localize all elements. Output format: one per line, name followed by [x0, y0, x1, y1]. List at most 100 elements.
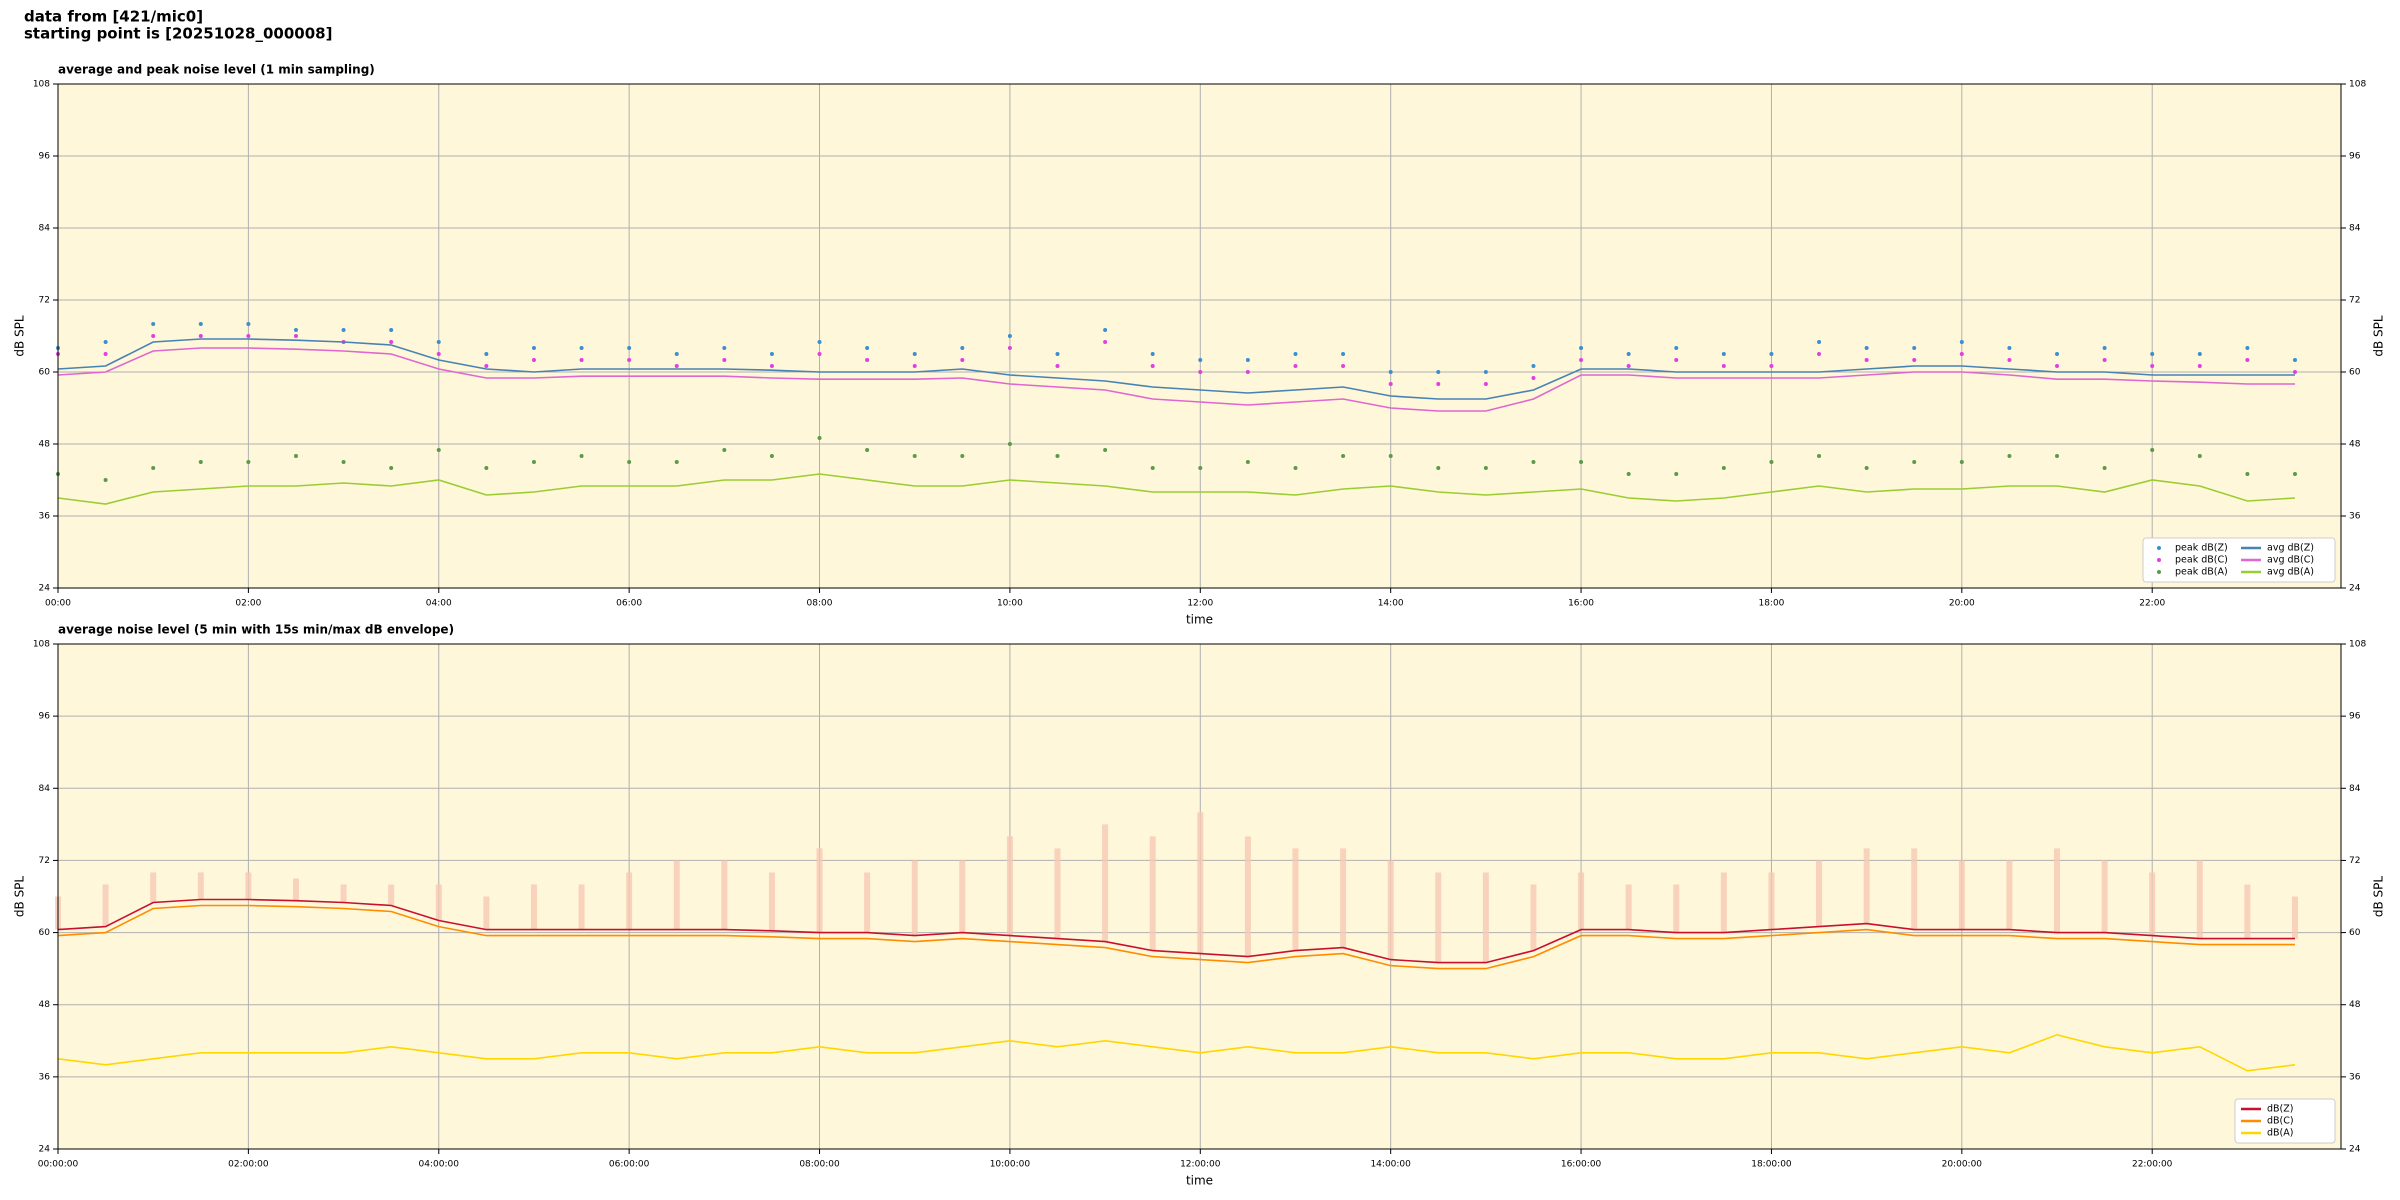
- y2-tick-label: 36: [2349, 1072, 2361, 1082]
- peak-point: [1721, 352, 1726, 356]
- y2-tick-label: 48: [2349, 1000, 2361, 1010]
- peak-point: [103, 478, 108, 482]
- peak-point: [865, 358, 870, 362]
- peak-point: [1007, 334, 1012, 338]
- peak-point: [722, 448, 727, 452]
- peak-point: [293, 454, 298, 458]
- y2-tick-label: 96: [2349, 712, 2361, 722]
- peak-point: [2292, 358, 2297, 362]
- x-tick-label: 04:00:00: [419, 1160, 460, 1170]
- peak-point: [579, 358, 584, 362]
- legend-label: avg dB(A): [2267, 567, 2314, 578]
- peak-point: [1388, 370, 1393, 374]
- peak-point: [627, 346, 632, 350]
- y-tick-label: 84: [39, 224, 51, 234]
- legend-label: peak dB(A): [2175, 567, 2228, 578]
- series-line: [57, 904, 2295, 970]
- peak-point: [1864, 466, 1869, 470]
- x-tick-label: 08:00:00: [799, 1160, 840, 1170]
- header-line: data from [421/mic0]: [24, 8, 203, 26]
- x-tick-label: 02:00: [235, 599, 261, 609]
- peak-point: [1769, 352, 1774, 356]
- peak-point: [246, 334, 251, 338]
- peak-point: [531, 346, 536, 350]
- x-tick-label: 16:00: [1568, 599, 1594, 609]
- y-tick-label: 72: [39, 856, 50, 866]
- peak-point: [1721, 364, 1726, 368]
- y2-axis-label: dB SPL: [2372, 876, 2386, 918]
- y2-tick-label: 108: [2349, 80, 2366, 90]
- legend-label: dB(Z): [2267, 1104, 2293, 1115]
- legend-label: avg dB(C): [2267, 555, 2314, 566]
- y-tick-label: 60: [39, 928, 51, 938]
- peak-point: [1674, 472, 1679, 476]
- x-tick-label: 06:00:00: [609, 1160, 650, 1170]
- peak-point: [2197, 352, 2202, 356]
- peak-point: [1721, 466, 1726, 470]
- peak-point: [1959, 340, 1964, 344]
- peak-point: [1103, 340, 1108, 344]
- peak-point: [912, 352, 917, 356]
- legend-label: peak dB(C): [2175, 555, 2228, 566]
- y-axis-label: dB SPL: [13, 876, 27, 918]
- peak-point: [769, 352, 774, 356]
- peak-point: [198, 460, 203, 464]
- peak-point: [246, 460, 251, 464]
- x-tick-label: 20:00: [1949, 599, 1975, 609]
- peak-point: [1245, 358, 1250, 362]
- peak-point: [2245, 358, 2250, 362]
- peak-point: [2150, 448, 2155, 452]
- peak-point: [2102, 346, 2107, 350]
- peak-point: [1817, 340, 1822, 344]
- peak-point: [579, 346, 584, 350]
- x-tick-label: 16:00:00: [1561, 1160, 1602, 1170]
- peak-point: [293, 328, 298, 332]
- x-tick-label: 18:00: [1758, 599, 1784, 609]
- x-tick-label: 20:00:00: [1942, 1160, 1983, 1170]
- peak-point: [1436, 466, 1441, 470]
- legend-label: dB(A): [2267, 1128, 2293, 1139]
- y-tick-label: 108: [33, 80, 50, 90]
- peak-point: [1245, 370, 1250, 374]
- y2-tick-label: 108: [2349, 640, 2366, 650]
- peak-point: [2055, 454, 2060, 458]
- peak-point: [2197, 454, 2202, 458]
- legend-marker: [2157, 558, 2161, 562]
- peak-point: [2150, 352, 2155, 356]
- peak-point: [1341, 352, 1346, 356]
- peak-point: [1769, 364, 1774, 368]
- peak-point: [674, 364, 679, 368]
- peak-point: [246, 322, 251, 326]
- y2-tick-label: 96: [2349, 152, 2361, 162]
- x-tick-label: 22:00:00: [2132, 1160, 2173, 1170]
- peak-point: [1579, 460, 1584, 464]
- plot-frame: [57, 83, 2342, 589]
- peak-point: [1579, 346, 1584, 350]
- peak-point: [1959, 352, 1964, 356]
- y-tick-label: 72: [39, 296, 50, 306]
- peak-point: [769, 454, 774, 458]
- x-tick-label: 10:00:00: [990, 1160, 1031, 1170]
- x-tick-label: 02:00:00: [228, 1160, 269, 1170]
- peak-point: [1531, 364, 1536, 368]
- chart: average noise level (5 min with 15s min/…: [13, 623, 2386, 1188]
- peak-point: [151, 466, 156, 470]
- peak-point: [293, 334, 298, 338]
- y-tick-label: 96: [39, 152, 51, 162]
- peak-point: [341, 328, 346, 332]
- peak-point: [151, 322, 156, 326]
- peak-point: [579, 454, 584, 458]
- plot-frame: [57, 643, 2342, 1150]
- y2-axis-label: dB SPL: [2372, 315, 2386, 357]
- y2-tick-label: 60: [2349, 368, 2361, 378]
- y2-tick-label: 24: [2349, 584, 2361, 594]
- y2-tick-label: 36: [2349, 512, 2361, 522]
- peak-point: [1817, 352, 1822, 356]
- peak-point: [1150, 364, 1155, 368]
- peak-point: [2150, 364, 2155, 368]
- series-line: [57, 1033, 2296, 1072]
- y2-tick-label: 60: [2349, 928, 2361, 938]
- peak-point: [1769, 460, 1774, 464]
- peak-point: [1007, 442, 1012, 446]
